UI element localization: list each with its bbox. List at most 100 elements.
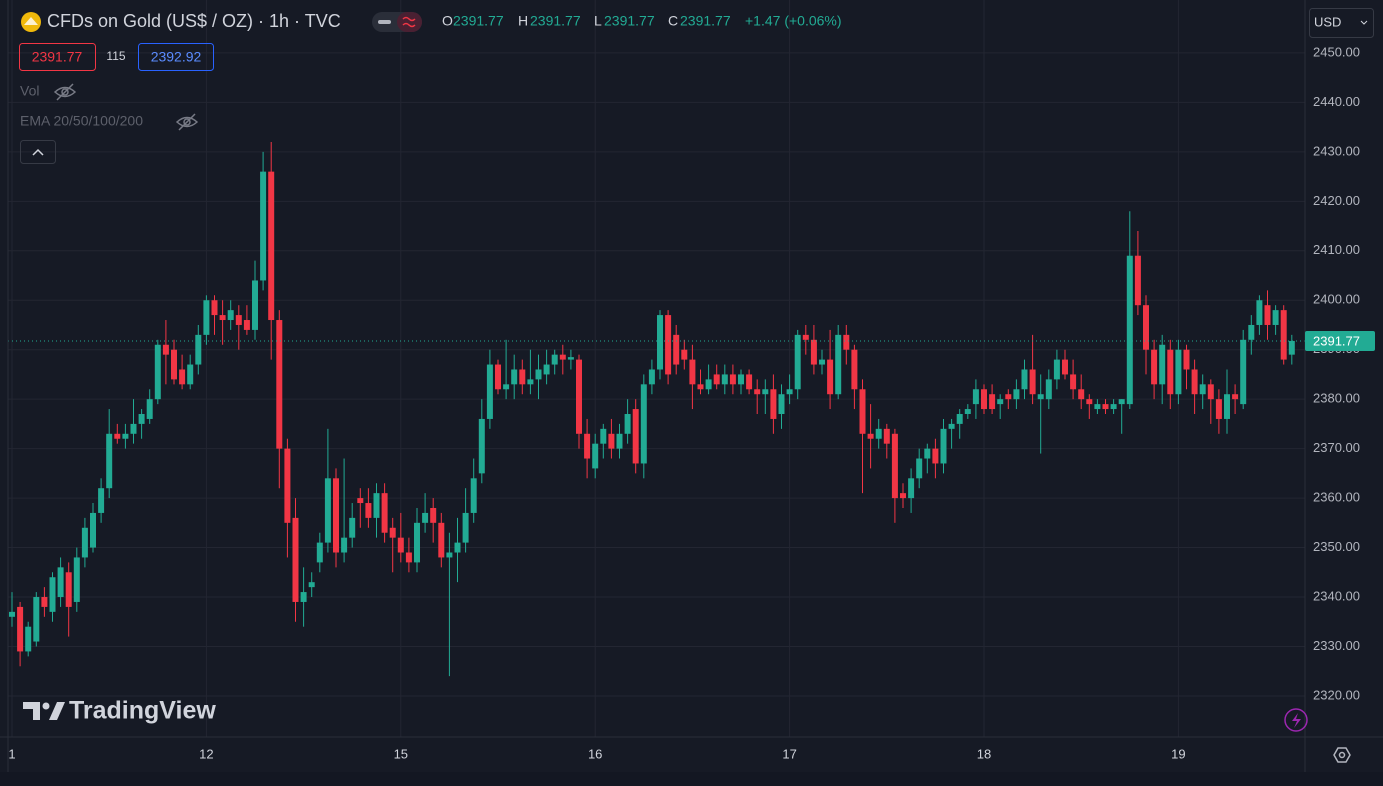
candle-body: [1094, 404, 1101, 410]
candle-body: [511, 369, 518, 385]
candle-body: [130, 423, 137, 434]
collapse-button[interactable]: [20, 140, 56, 164]
y-tick-label: 2330.00: [1313, 638, 1360, 653]
candle-body: [1224, 394, 1230, 419]
candle-body: [608, 433, 615, 449]
toggle-icon: [402, 16, 416, 28]
ohlc-value: 2391.77: [530, 13, 581, 29]
hide-icon[interactable]: [175, 113, 199, 131]
alert-button[interactable]: [1284, 708, 1308, 732]
candle-body: [300, 592, 307, 602]
ohlc-label: L: [594, 13, 602, 29]
bid[interactable]: 2391.77: [32, 49, 83, 65]
candle-body: [738, 374, 744, 385]
candle-body: [57, 567, 64, 598]
ask[interactable]: 2392.92: [151, 49, 202, 65]
candle-body: [1159, 344, 1166, 385]
candle-body: [381, 493, 388, 533]
currency-select[interactable]: [1309, 8, 1374, 38]
settings-button[interactable]: [1333, 747, 1351, 763]
candle-body: [114, 433, 121, 439]
candle-body: [972, 389, 979, 405]
candle-body: [559, 354, 566, 360]
candle-body: [341, 537, 348, 553]
candle-body: [438, 522, 445, 558]
bottom-strip: [0, 772, 1383, 786]
hide-icon[interactable]: [53, 83, 77, 101]
candle-body: [1037, 394, 1044, 400]
candle-body: [794, 334, 801, 390]
indicator-label[interactable]: Vol: [20, 83, 39, 99]
candle-body: [219, 315, 226, 321]
candle-body: [576, 359, 582, 434]
candle-body: [648, 369, 655, 385]
x-tick-label: 18: [977, 746, 991, 761]
candle-body: [41, 597, 48, 607]
candle-body: [1143, 305, 1149, 350]
ohlc-value: 2391.77: [604, 13, 655, 29]
candle-body: [1126, 255, 1133, 405]
change: +1.47 (+0.06%): [745, 13, 842, 29]
candle-body: [1248, 324, 1255, 340]
candle-body: [187, 364, 194, 385]
candle-body: [665, 315, 672, 375]
candle-body: [981, 389, 987, 410]
x-tick-label: 15: [394, 746, 408, 761]
candle-body: [1021, 369, 1028, 390]
candle-body: [373, 493, 380, 518]
candle-body: [430, 507, 437, 523]
candle-body: [859, 389, 866, 434]
candle-body: [308, 582, 315, 588]
candle-body: [1191, 369, 1198, 395]
currency[interactable]: USD: [1314, 14, 1341, 29]
candle-body: [891, 433, 898, 499]
candle-body: [705, 379, 712, 390]
bid-box[interactable]: [19, 43, 96, 71]
y-tick-label: 2440.00: [1313, 94, 1360, 109]
candle-body: [316, 542, 323, 563]
y-tick-label: 2450.00: [1313, 44, 1360, 59]
y-tick-label: 2350.00: [1313, 539, 1360, 554]
candle-body: [179, 369, 186, 385]
candle-body: [195, 334, 202, 365]
indicator-label[interactable]: EMA 20/50/100/200: [20, 113, 143, 129]
candle-body: [551, 354, 558, 365]
candle-body: [495, 364, 501, 390]
candle-body: [1118, 399, 1125, 405]
candle-body: [932, 448, 939, 464]
candle-body: [422, 512, 429, 523]
candle-body: [227, 310, 234, 321]
logo-mark: [23, 702, 65, 720]
candle-body: [624, 414, 631, 434]
candle-body: [405, 552, 412, 563]
candle-body: [1029, 369, 1036, 395]
candle-body: [106, 433, 113, 489]
candle-body: [1280, 310, 1287, 360]
candle-body: [697, 384, 704, 390]
ask-box[interactable]: [138, 43, 214, 71]
candle-body: [1151, 349, 1158, 385]
candle-body: [171, 349, 177, 380]
candle-body: [1070, 374, 1077, 390]
candle-body: [138, 414, 145, 424]
candle-body: [916, 458, 923, 479]
candle-body: [1256, 300, 1263, 325]
candles: [8, 141, 1305, 677]
symbol-title[interactable]: CFDs on Gold (US$ / OZ) · 1h · TVC: [47, 11, 341, 31]
ohlc-label: O: [442, 13, 453, 29]
candle-body: [632, 409, 639, 464]
candle-body: [924, 448, 931, 459]
candle-body: [1272, 310, 1279, 325]
candle-body: [729, 374, 736, 385]
candle-body: [908, 478, 915, 499]
candle-body: [65, 572, 72, 607]
candle-body: [90, 512, 96, 548]
candle-body: [527, 379, 534, 385]
candle-body: [673, 334, 680, 365]
candle-body: [835, 334, 842, 395]
candle-body: [17, 606, 24, 652]
candle-body: [1288, 340, 1295, 355]
candle-body: [154, 344, 161, 400]
